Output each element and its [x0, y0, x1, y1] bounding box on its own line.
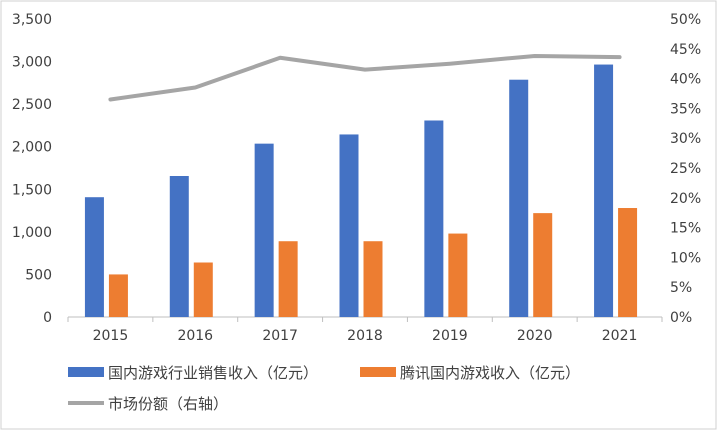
bar-tencent-revenue [448, 233, 468, 317]
line-market-share [108, 53, 622, 102]
x-axis-tick-label: 2020 [517, 328, 553, 344]
right-axis-tick-label: 10% [670, 250, 701, 266]
bar-industry-revenue [339, 134, 359, 317]
right-axis-tick-label: 45% [670, 42, 701, 58]
x-axis-tick-label: 2018 [347, 328, 383, 344]
bar-tencent-revenue [533, 213, 553, 317]
legend-label-tencent-revenue: 腾讯国内游戏收入（亿元） [400, 364, 580, 382]
left-axis-tick-label: 3,500 [12, 12, 52, 28]
right-axis: 0% 5% 10% 15% 20% 25% 30% 35% 40% 45% 50% [670, 12, 701, 326]
legend-label-market-share: 市场份额（右轴） [108, 395, 228, 413]
right-axis-tick-label: 40% [670, 72, 701, 88]
right-axis-tick-label: 30% [670, 131, 701, 147]
left-axis-tick-label: 2,000 [12, 140, 52, 156]
line-series-group [108, 53, 622, 102]
x-axis-tick-label: 2016 [177, 328, 213, 344]
legend-label-industry-revenue: 国内游戏行业销售收入（亿元） [108, 364, 318, 382]
legend-swatch-industry-revenue [68, 367, 104, 377]
bar-tencent-revenue [193, 262, 213, 317]
right-axis-tick-label: 25% [670, 161, 701, 177]
legend: 国内游戏行业销售收入（亿元） 腾讯国内游戏收入（亿元） 市场份额（右轴） [68, 364, 580, 413]
left-axis-tick-label: 500 [25, 267, 52, 283]
right-axis-tick-label: 0% [670, 310, 692, 326]
bar-tencent-revenue [278, 241, 298, 317]
bar-tencent-revenue [363, 241, 383, 317]
left-axis-tick-label: 1,500 [12, 182, 52, 198]
bar-industry-revenue [169, 176, 189, 317]
x-axis-tick-label: 2021 [602, 328, 638, 344]
left-axis-tick-label: 0 [43, 310, 52, 326]
left-axis-tick-label: 1,000 [12, 225, 52, 241]
x-axis-tick-label: 2017 [262, 328, 298, 344]
bar-industry-revenue [424, 120, 444, 317]
bar-industry-revenue [84, 197, 104, 317]
right-axis-tick-label: 20% [670, 191, 701, 207]
left-axis-tick-label: 3,000 [12, 55, 52, 71]
bar-series-group [84, 64, 638, 318]
bar-tencent-revenue [108, 274, 128, 317]
left-axis-tick-label: 2,500 [12, 97, 52, 113]
x-axis-tick-label: 2019 [432, 328, 468, 344]
x-axis-tick-label: 2015 [93, 328, 129, 344]
bar-industry-revenue [509, 79, 529, 318]
bar-industry-revenue [254, 143, 274, 317]
right-axis-tick-label: 5% [670, 280, 692, 296]
bar-industry-revenue [594, 64, 614, 318]
bar-tencent-revenue [618, 208, 638, 317]
right-axis-tick-label: 15% [670, 221, 701, 237]
right-axis-tick-label: 50% [670, 12, 701, 28]
legend-swatch-tencent-revenue [360, 367, 396, 377]
right-axis-tick-label: 35% [670, 101, 701, 117]
left-axis: 0 500 1,000 1,500 2,000 2,500 3,000 3,500 [12, 12, 52, 326]
x-axis: 2015 2016 2017 2018 2019 2020 2021 [67, 317, 663, 344]
